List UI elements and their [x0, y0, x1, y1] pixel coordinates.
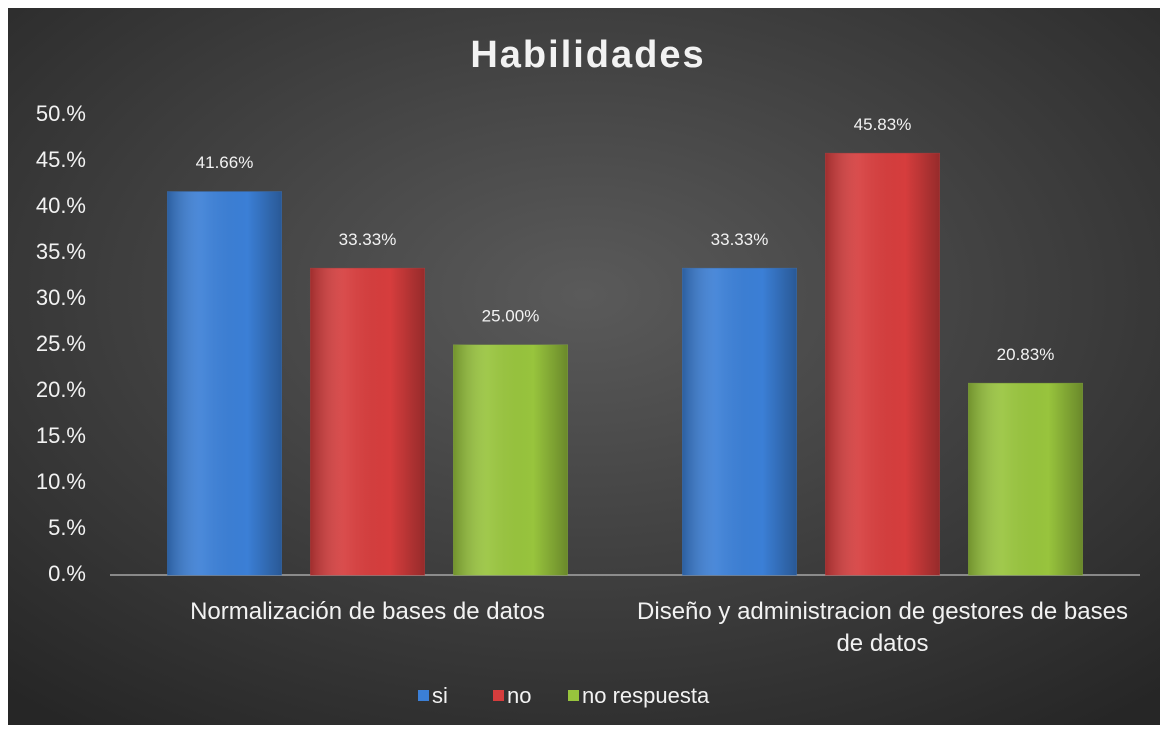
y-tick-label: 45.% — [36, 147, 86, 172]
legend-label: si — [432, 683, 448, 708]
legend-swatch — [418, 690, 429, 701]
y-tick-label: 20.% — [36, 377, 86, 402]
chart-title: Habilidades — [470, 34, 705, 76]
data-label: 41.66% — [196, 153, 254, 172]
data-label: 20.83% — [997, 345, 1055, 364]
x-tick-label: Normalización de bases de datos — [190, 598, 545, 625]
bar — [453, 344, 568, 576]
legend-label: no respuesta — [582, 683, 710, 708]
y-tick-label: 0.% — [48, 561, 86, 586]
bar — [310, 267, 425, 576]
y-tick-label: 10.% — [36, 469, 86, 494]
data-label: 25.00% — [482, 306, 540, 325]
data-label: 33.33% — [339, 230, 397, 249]
data-label: 33.33% — [711, 230, 769, 249]
x-tick-label: Diseño y administracion de gestores de b… — [637, 598, 1128, 657]
y-tick-label: 40.% — [36, 193, 86, 218]
bar — [167, 191, 282, 576]
y-tick-label: 30.% — [36, 285, 86, 310]
bar — [682, 267, 797, 576]
y-tick-label: 15.% — [36, 423, 86, 448]
bar — [968, 382, 1083, 576]
y-tick-label: 35.% — [36, 239, 86, 264]
y-tick-label: 5.% — [48, 515, 86, 540]
legend-swatch — [568, 690, 579, 701]
legend-label: no — [507, 683, 531, 708]
y-tick-label: 50.% — [36, 101, 86, 126]
y-tick-label: 25.% — [36, 331, 86, 356]
legend-swatch — [493, 690, 504, 701]
bar — [825, 152, 940, 576]
data-label: 45.83% — [854, 115, 912, 134]
